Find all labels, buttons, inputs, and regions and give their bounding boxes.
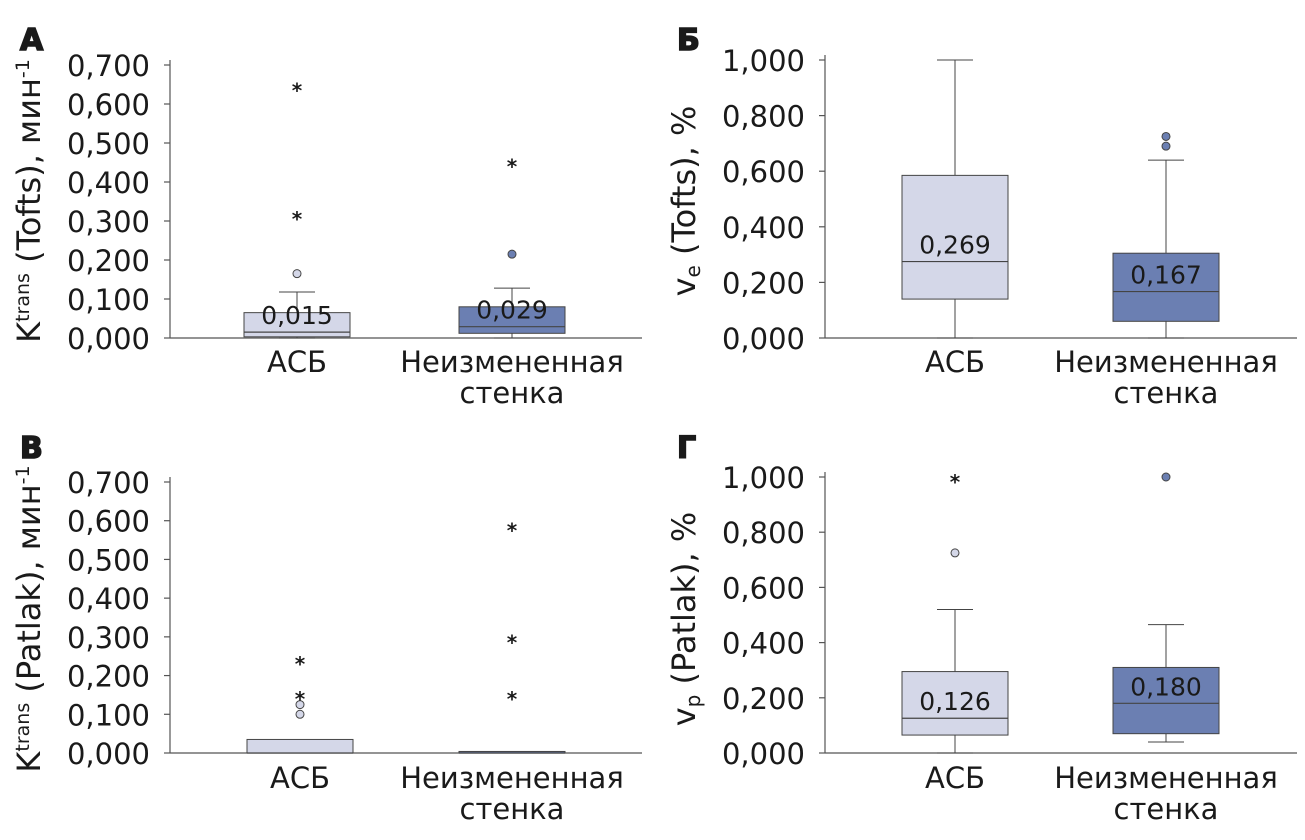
box-iqr [1112, 666, 1220, 735]
y-tick-label: 0,800 [722, 100, 805, 134]
outlier-point [295, 709, 305, 719]
extreme-point: * [295, 687, 306, 711]
median-label: 0,167 [1130, 261, 1202, 290]
y-tick-label: 0,800 [722, 516, 805, 550]
y-axis-label: ve (Tofts), % [665, 106, 705, 297]
y-tick-label: 0,300 [67, 621, 150, 655]
y-tick-label: 1,000 [722, 461, 805, 495]
y-tick-label: 0,500 [67, 543, 150, 577]
y-tick-label: 0,000 [67, 737, 150, 771]
y-tick-label: 0,500 [67, 127, 150, 161]
extreme-point: * [292, 207, 303, 231]
box-series-asb: 0,015 * * [243, 78, 351, 339]
y-tick-label: 1,000 [722, 44, 805, 78]
outlier-point [292, 269, 302, 279]
x-category-label: Неизмененная [1054, 345, 1278, 379]
panel-letter: Г [677, 431, 696, 466]
y-tick-label: 0,700 [67, 466, 150, 500]
box-series-asb: 0,269 [901, 59, 1009, 339]
box-iqr [458, 306, 566, 334]
x-category-label: стенка [1114, 376, 1219, 410]
box-iqr [243, 312, 351, 338]
outlier-point [950, 548, 960, 558]
x-category-label: АСБ [267, 345, 327, 379]
box-iqr [1112, 252, 1220, 322]
box-iqr [246, 738, 354, 754]
box-iqr [901, 174, 1009, 300]
box-series-normal-wall: 0,180 [1112, 472, 1220, 743]
y-tick-label: 0,300 [67, 205, 150, 239]
y-tick-label: 0,200 [722, 266, 805, 300]
outlier-point [507, 249, 517, 259]
x-category-label: Неизмененная [400, 345, 624, 379]
median-label: 0,269 [919, 231, 991, 260]
y-tick-label: 0,000 [722, 737, 805, 771]
chart-panel-2: Б 0,000 0,200 0,400 0,600 0,800 1,000 ve (Tofts… [665, 22, 1297, 410]
outlier-point [1161, 141, 1171, 151]
x-category-label: стенка [460, 376, 565, 410]
y-tick-label: 0,000 [722, 322, 805, 356]
y-axis-label: vp (Patlak), % [665, 512, 705, 727]
y-tick-label: 0,600 [722, 571, 805, 605]
median-label: 0,029 [476, 296, 548, 325]
panel-letter: Б [677, 23, 700, 58]
x-category-label: АСБ [925, 761, 985, 795]
y-tick-label: 0,600 [67, 88, 150, 122]
outlier-point [295, 700, 305, 710]
extreme-point: * [507, 518, 518, 542]
y-tick-label: 0,200 [67, 660, 150, 694]
y-axis-label: Ktrans (Tofts), мин-1 [10, 59, 48, 343]
x-category-label: АСБ [270, 761, 330, 795]
y-tick-label: 0,200 [722, 682, 805, 716]
outlier-point [1161, 131, 1171, 141]
extreme-point: * [507, 631, 518, 655]
box-series-normal-wall: 0,167 [1112, 131, 1220, 339]
extreme-point: * [295, 652, 306, 676]
median-label: 0,180 [1130, 672, 1202, 701]
y-axis-label: Ktrans (Patlak), мин-1 [10, 465, 48, 772]
extreme-point: * [292, 78, 303, 102]
outlier-point [1161, 472, 1171, 482]
extreme-point: * [507, 687, 518, 711]
box-series-normal-wall: * * * [458, 518, 566, 754]
x-category-label: стенка [1114, 792, 1219, 826]
median-label: 0,015 [261, 301, 333, 330]
panel-letter: А [20, 23, 44, 58]
box-iqr [901, 671, 1009, 736]
y-tick-label: 0,100 [67, 283, 150, 317]
y-tick-label: 0,700 [67, 49, 150, 83]
x-category-label: стенка [460, 792, 565, 826]
y-tick-label: 0,400 [67, 166, 150, 200]
y-tick-label: 0,200 [67, 244, 150, 278]
box-series-asb: 0,126 * [901, 470, 1009, 754]
chart-panel-1: А 0,000 0,100 0,200 0,300 0,400 0,500 0,600 0,70… [10, 22, 642, 410]
x-category-label: АСБ [925, 345, 985, 379]
panel-letter: В [20, 431, 43, 466]
x-category-label: Неизмененная [1054, 761, 1278, 795]
box-series-asb: ** [246, 652, 354, 754]
median-label: 0,126 [919, 687, 991, 716]
y-tick-label: 0,400 [722, 627, 805, 661]
x-category-label: Неизмененная [400, 761, 624, 795]
extreme-point: * [507, 154, 518, 178]
y-tick-label: 0,600 [67, 505, 150, 539]
box-series-normal-wall: 0,029 * [458, 154, 566, 339]
extreme-point: * [950, 470, 961, 494]
y-tick-label: 0,400 [722, 211, 805, 245]
chart-panel-3: В 0,000 0,100 0,200 0,300 0,400 0,500 0,600 0,70… [10, 430, 642, 826]
chart-panel-4: Г 0,000 0,200 0,400 0,600 0,800 1,000 vp (Patla… [665, 430, 1297, 826]
y-tick-label: 0,400 [67, 582, 150, 616]
y-tick-label: 0,600 [722, 155, 805, 189]
y-tick-label: 0,100 [67, 698, 150, 732]
y-tick-label: 0,000 [67, 322, 150, 356]
